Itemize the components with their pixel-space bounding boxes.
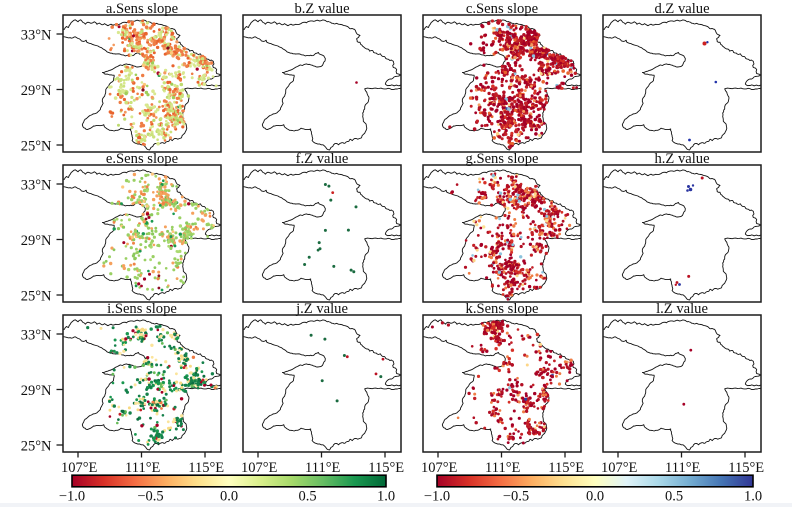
- svg-text:107°E: 107°E: [241, 460, 278, 476]
- svg-text:111°E: 111°E: [125, 460, 160, 476]
- svg-text:h.Z value: h.Z value: [654, 151, 709, 167]
- svg-text:25°N: 25°N: [21, 139, 52, 155]
- svg-text:−1.0: −1.0: [424, 489, 450, 505]
- svg-text:0.5: 0.5: [665, 489, 683, 505]
- svg-text:111°E: 111°E: [665, 460, 700, 476]
- svg-text:−0.5: −0.5: [137, 489, 163, 505]
- svg-text:33°N: 33°N: [21, 328, 52, 344]
- svg-text:−1.0: −1.0: [59, 489, 85, 505]
- svg-text:j.Z value: j.Z value: [295, 301, 348, 317]
- svg-text:29°N: 29°N: [21, 233, 52, 249]
- svg-text:−0.5: −0.5: [503, 489, 529, 505]
- svg-text:29°N: 29°N: [21, 383, 52, 399]
- svg-text:0.5: 0.5: [298, 489, 316, 505]
- svg-text:g.Sens slope: g.Sens slope: [466, 151, 539, 167]
- svg-text:115°E: 115°E: [728, 460, 764, 476]
- svg-text:115°E: 115°E: [548, 460, 584, 476]
- svg-text:c.Sens slope: c.Sens slope: [466, 1, 538, 17]
- svg-text:a.Sens slope: a.Sens slope: [106, 1, 178, 17]
- svg-text:107°E: 107°E: [601, 460, 638, 476]
- svg-text:115°E: 115°E: [368, 460, 404, 476]
- svg-text:0.0: 0.0: [586, 489, 604, 505]
- svg-text:1.0: 1.0: [744, 489, 762, 505]
- svg-text:111°E: 111°E: [305, 460, 340, 476]
- svg-text:25°N: 25°N: [21, 289, 52, 305]
- svg-text:l.Z value: l.Z value: [656, 301, 708, 317]
- svg-text:f.Z value: f.Z value: [296, 151, 349, 167]
- svg-text:29°N: 29°N: [21, 83, 52, 99]
- svg-text:33°N: 33°N: [21, 28, 52, 44]
- svg-text:107°E: 107°E: [421, 460, 458, 476]
- svg-text:b.Z value: b.Z value: [294, 1, 349, 17]
- svg-text:i.Sens slope: i.Sens slope: [107, 301, 177, 317]
- svg-text:111°E: 111°E: [485, 460, 520, 476]
- svg-text:k.Sens slope: k.Sens slope: [466, 301, 539, 317]
- svg-text:e.Sens slope: e.Sens slope: [106, 151, 178, 167]
- svg-text:0.0: 0.0: [220, 489, 238, 505]
- svg-text:115°E: 115°E: [188, 460, 224, 476]
- svg-text:107°E: 107°E: [61, 460, 98, 476]
- svg-text:25°N: 25°N: [21, 439, 52, 455]
- svg-text:d.Z value: d.Z value: [654, 1, 709, 17]
- svg-text:33°N: 33°N: [21, 178, 52, 194]
- svg-text:1.0: 1.0: [377, 489, 395, 505]
